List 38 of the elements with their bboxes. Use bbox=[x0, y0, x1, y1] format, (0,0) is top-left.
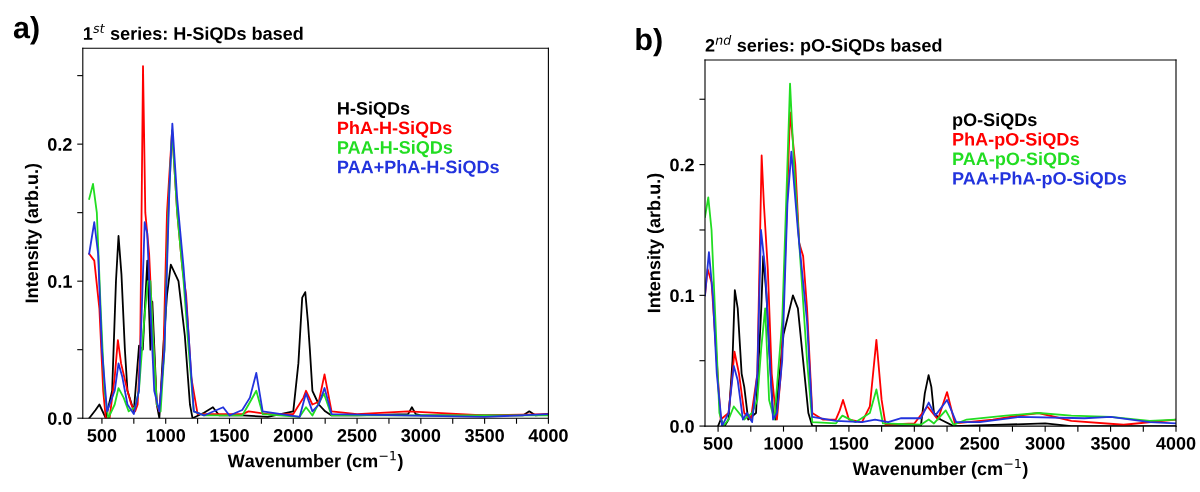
text: PAA+PhA-H-SiQDs bbox=[338, 160, 499, 177]
y-tick-label: 0.2 bbox=[670, 158, 694, 172]
text: PAA-pO-SiQDs bbox=[953, 151, 1080, 169]
x-tick-label: 4000 bbox=[1156, 436, 1196, 450]
x-tick-label: 4000 bbox=[528, 429, 568, 442]
x-axis-title: Wavenumber (cm$^{−1}$) bbox=[852, 458, 1028, 479]
x-tick-label: 1000 bbox=[764, 436, 803, 450]
x-tick-label: 2000 bbox=[273, 429, 313, 442]
text: PhA-H-SiQDs bbox=[338, 121, 452, 138]
x-tick-label: 1500 bbox=[210, 429, 249, 442]
x-tick-label: 3000 bbox=[401, 429, 441, 442]
text: PAA+PhA-pO-SiQDs bbox=[953, 171, 1127, 189]
x-tick-label: 500 bbox=[87, 429, 117, 442]
chart-title: 2$^{nd}$ series: pO-SiQDs based bbox=[705, 35, 942, 56]
text: a) bbox=[13, 16, 39, 45]
x-axis-title: Wavenumber (cm$^{−1}$) bbox=[227, 451, 403, 471]
x-tick-label: 3000 bbox=[1025, 436, 1065, 450]
text: b) bbox=[636, 27, 662, 57]
text: PhA-pO-SiQDs bbox=[953, 132, 1079, 150]
y-tick-label: 0.1 bbox=[48, 275, 72, 288]
y-axis-title: Intensity (arb.u.) bbox=[24, 163, 42, 303]
text: pO-SiQDs bbox=[953, 112, 1037, 130]
text: H-SiQDs bbox=[338, 101, 410, 119]
x-tick-label: 3500 bbox=[464, 429, 504, 442]
x-tick-label: 1500 bbox=[829, 436, 869, 450]
x-tick-label: 2500 bbox=[337, 429, 377, 442]
x-tick-label: 2000 bbox=[894, 436, 934, 450]
y-tick-label: 0.2 bbox=[48, 138, 72, 151]
text: PAA-H-SiQDs bbox=[338, 140, 453, 158]
y-tick-label: 0.0 bbox=[48, 412, 72, 425]
y-axis-title: Intensity (arb.u.) bbox=[647, 173, 664, 313]
x-tick-label: 1000 bbox=[146, 429, 186, 442]
y-tick-label: 0.0 bbox=[670, 420, 694, 433]
y-tick-label: 0.1 bbox=[670, 289, 695, 303]
x-tick-label: 500 bbox=[703, 436, 733, 450]
x-tick-label: 3500 bbox=[1090, 436, 1130, 450]
x-tick-label: 2500 bbox=[960, 436, 1000, 450]
chart-title: 1$^{st}$ series: H-SiQDs based bbox=[83, 23, 303, 44]
